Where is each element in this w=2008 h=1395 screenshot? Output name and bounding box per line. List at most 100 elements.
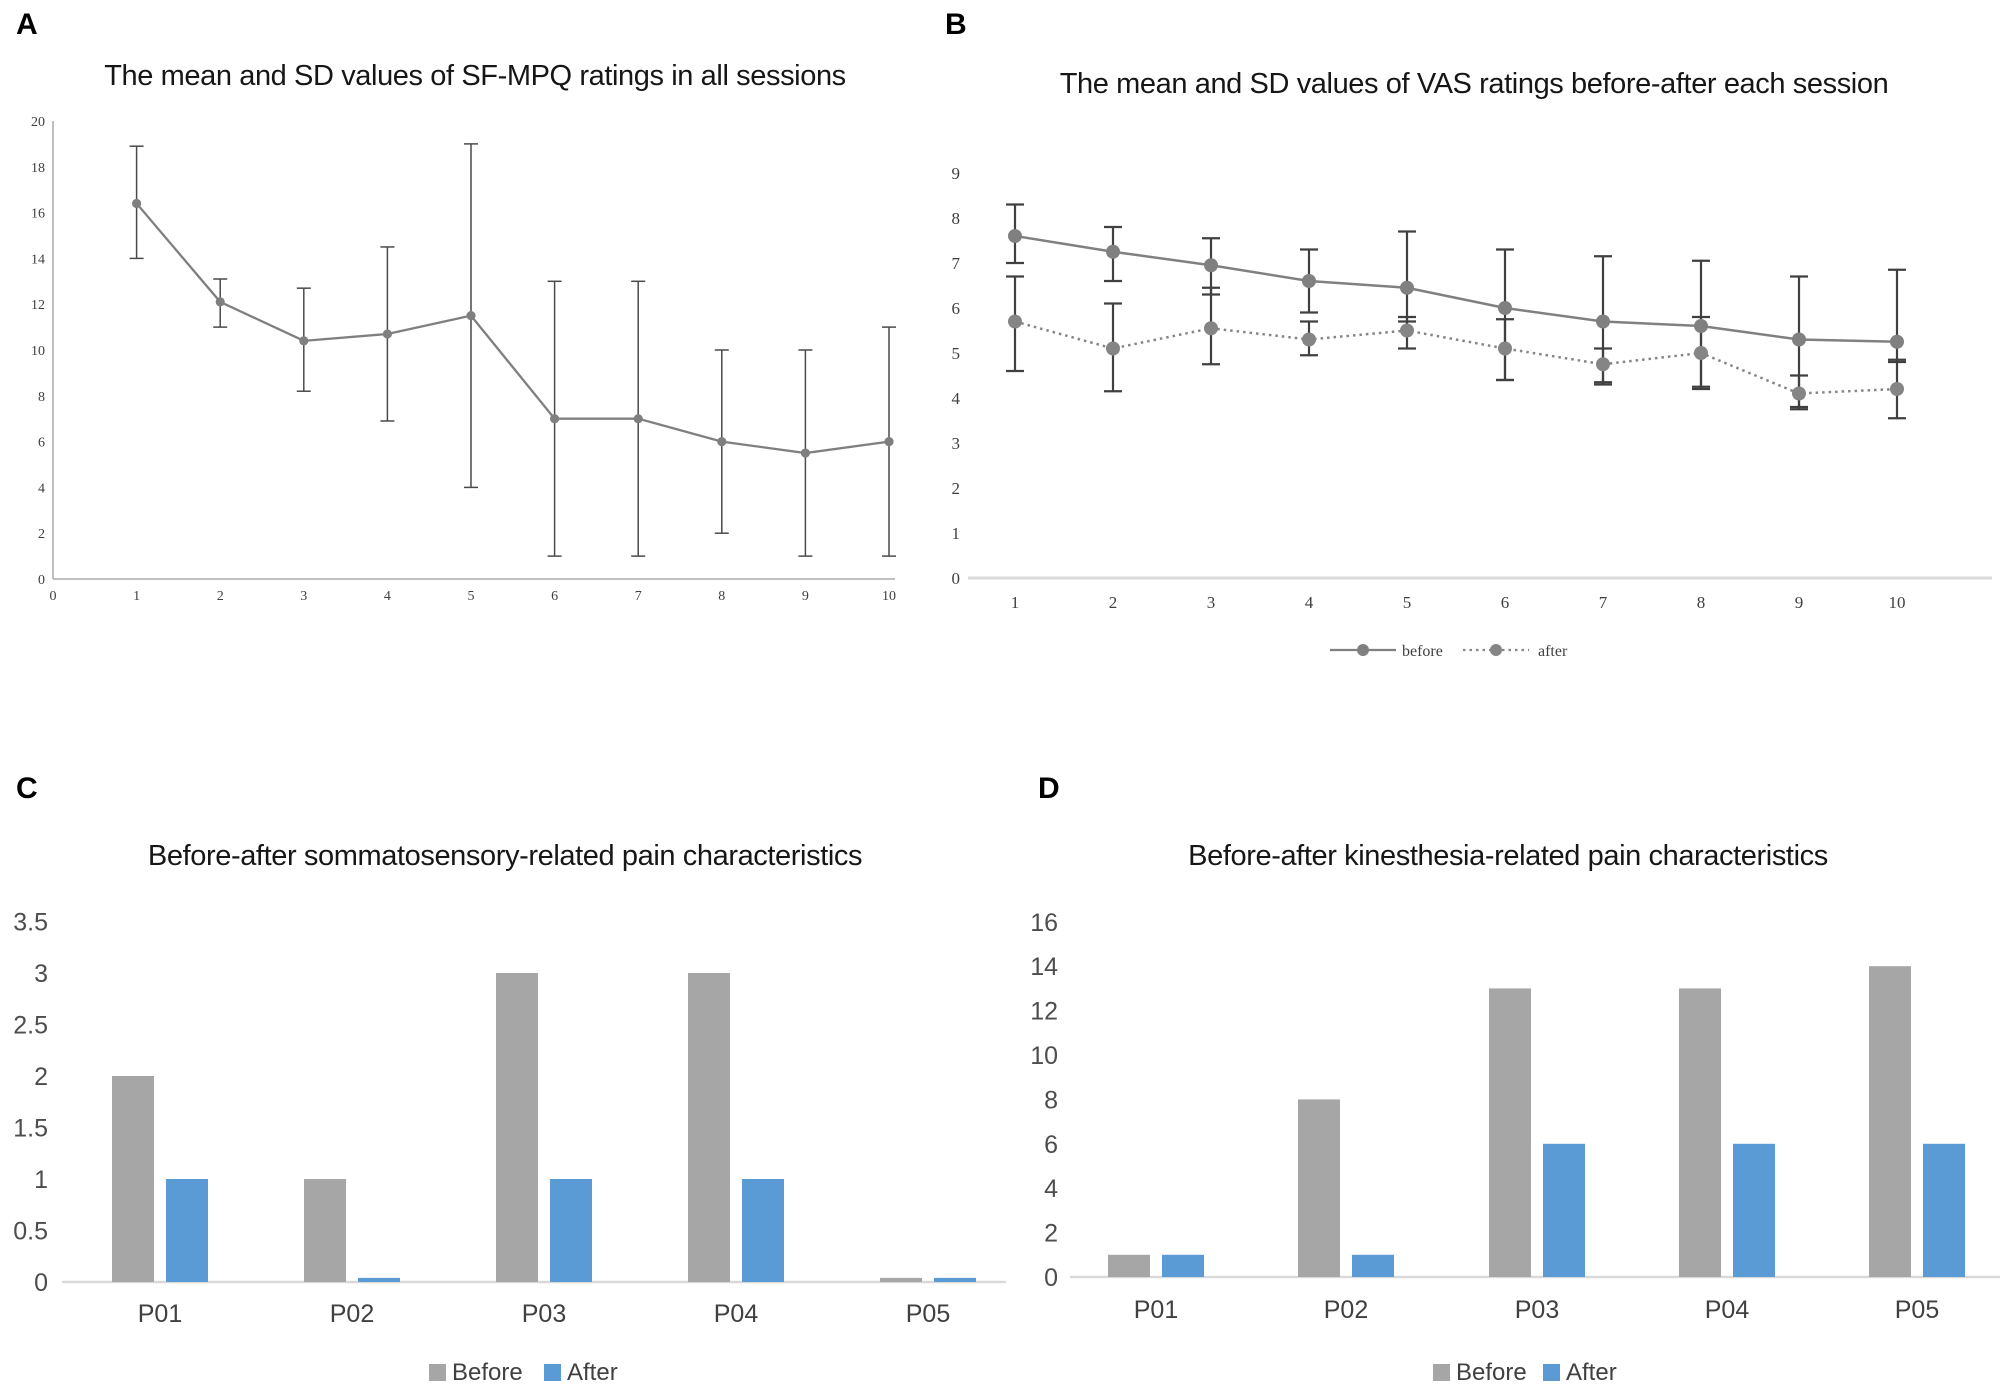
- svg-text:5: 5: [1403, 593, 1412, 612]
- y-tick-labels: 0 1 2 3 4 5 6 7 8 9: [952, 164, 961, 588]
- svg-text:0: 0: [34, 1269, 48, 1297]
- svg-text:0: 0: [38, 573, 45, 588]
- category-labels: P01 P02 P03 P04 P05: [1134, 1296, 1939, 1324]
- panel-d-label: D: [1038, 772, 1060, 805]
- svg-text:Before: Before: [1456, 1359, 1527, 1386]
- svg-text:18: 18: [31, 161, 45, 176]
- svg-text:12: 12: [31, 298, 45, 313]
- panel-c-label: C: [16, 772, 38, 805]
- svg-text:3: 3: [300, 589, 307, 604]
- svg-text:P05: P05: [906, 1300, 950, 1328]
- svg-text:5: 5: [952, 344, 961, 363]
- svg-text:4: 4: [952, 389, 961, 408]
- legend: Before After: [1433, 1359, 1617, 1386]
- vas-line-chart: 0 1 2 3 4 5 6 7 8 9 1 2 3 4 5 6 7 8 9 10 before after: [952, 164, 1992, 660]
- panel-d-title: Before-after kinesthesia-related pain ch…: [1188, 840, 1828, 872]
- svg-text:4: 4: [1305, 593, 1314, 612]
- svg-text:10: 10: [882, 589, 896, 604]
- svg-text:7: 7: [1599, 593, 1608, 612]
- panel-b-label: B: [945, 8, 967, 41]
- svg-text:2: 2: [217, 589, 224, 604]
- panel-b-title: The mean and SD values of VAS ratings be…: [1059, 68, 1889, 100]
- svg-text:2: 2: [1109, 593, 1118, 612]
- svg-text:2: 2: [1044, 1220, 1058, 1248]
- svg-text:P03: P03: [1515, 1296, 1559, 1324]
- svg-text:P01: P01: [1134, 1296, 1178, 1324]
- somatosensory-bar-chart: 0 0.5 1 1.5 2 2.5 3 3.5 P01 P02 P03 P04 P05 Before Aft…: [13, 909, 1006, 1386]
- svg-text:After: After: [1566, 1359, 1617, 1386]
- axes: [52, 121, 895, 580]
- svg-text:7: 7: [952, 254, 961, 273]
- svg-text:16: 16: [31, 207, 45, 222]
- svg-text:8: 8: [952, 209, 961, 228]
- bars-before: [1108, 966, 1911, 1277]
- svg-text:8: 8: [1697, 593, 1706, 612]
- svg-text:0: 0: [1044, 1264, 1058, 1292]
- svg-text:4: 4: [384, 589, 391, 604]
- series-line-0: [132, 198, 894, 458]
- svg-text:7: 7: [635, 589, 642, 604]
- svg-text:4: 4: [38, 481, 45, 496]
- category-labels: P01 P02 P03 P04 P05: [138, 1300, 950, 1328]
- y-tick-labels: 0 0.5 1 1.5 2 2.5 3 3.5: [13, 909, 48, 1298]
- bars-before: [112, 973, 922, 1282]
- svg-text:P05: P05: [1895, 1296, 1939, 1324]
- svg-text:14: 14: [1030, 953, 1058, 981]
- legend: before after: [1330, 643, 1568, 660]
- panel-d: 0 2 4 6 8 10 12 14 16 P01 P02 P03 P04 P05 Before After …: [1008, 760, 2008, 1395]
- svg-text:9: 9: [802, 589, 809, 604]
- legend: Before After: [429, 1359, 618, 1386]
- svg-text:9: 9: [1795, 593, 1804, 612]
- svg-text:3: 3: [952, 434, 961, 453]
- svg-text:1: 1: [952, 524, 961, 543]
- svg-text:10: 10: [31, 344, 45, 359]
- svg-text:16: 16: [1030, 909, 1058, 937]
- svg-text:P04: P04: [714, 1300, 759, 1328]
- bars-after: [166, 1179, 976, 1282]
- svg-text:14: 14: [31, 252, 45, 267]
- panel-a-title: The mean and SD values of SF-MPQ ratings…: [104, 60, 846, 92]
- svg-text:1: 1: [34, 1166, 48, 1194]
- svg-text:5: 5: [468, 589, 475, 604]
- svg-text:2: 2: [38, 527, 45, 542]
- y-tick-labels: 0 2 4 6 8 10 12 14 16: [1030, 909, 1058, 1292]
- panel-b: 0 1 2 3 4 5 6 7 8 9 1 2 3 4 5 6 7 8 9 10 before after B The m…: [940, 0, 2008, 760]
- svg-text:6: 6: [952, 299, 961, 318]
- svg-text:P04: P04: [1705, 1296, 1750, 1324]
- y-tick-labels: 0 2 4 6 8 10 12 14 16 18 20: [31, 115, 45, 588]
- svg-text:6: 6: [38, 436, 45, 451]
- panel-c: 0 0.5 1 1.5 2 2.5 3 3.5 P01 P02 P03 P04 P05 Before Aft…: [0, 760, 1010, 1395]
- x-tick-labels: 1 2 3 4 5 6 7 8 9 10: [1011, 593, 1906, 612]
- svg-text:P02: P02: [1324, 1296, 1368, 1324]
- svg-text:6: 6: [551, 589, 558, 604]
- svg-text:2.5: 2.5: [13, 1012, 48, 1040]
- svg-text:0: 0: [50, 589, 57, 604]
- svg-text:3: 3: [1207, 593, 1216, 612]
- svg-text:0.5: 0.5: [13, 1218, 48, 1246]
- svg-text:4: 4: [1044, 1175, 1058, 1203]
- error-bars: [129, 143, 896, 557]
- series-before: [1008, 229, 1904, 349]
- bars-after: [1162, 1143, 1965, 1277]
- svg-text:1: 1: [1011, 593, 1020, 612]
- svg-text:8: 8: [1044, 1086, 1058, 1114]
- svg-text:12: 12: [1030, 998, 1058, 1026]
- svg-text:6: 6: [1044, 1131, 1058, 1159]
- svg-text:3: 3: [34, 960, 48, 988]
- panel-a: 0 2 4 6 8 10 12 14 16 18 20 0 1 2 3 4 5 6 7 8 9 10 A The mean…: [0, 0, 950, 760]
- svg-text:P01: P01: [138, 1300, 182, 1328]
- panel-a-label: A: [16, 8, 38, 41]
- svg-text:after: after: [1538, 643, 1568, 660]
- svg-text:8: 8: [38, 390, 45, 405]
- svg-text:1: 1: [133, 589, 140, 604]
- svg-text:before: before: [1402, 643, 1443, 660]
- svg-text:2: 2: [34, 1063, 48, 1091]
- svg-text:9: 9: [952, 164, 961, 183]
- svg-text:Before: Before: [452, 1359, 523, 1386]
- svg-text:6: 6: [1501, 593, 1510, 612]
- svg-text:2: 2: [952, 479, 961, 498]
- svg-text:20: 20: [31, 115, 45, 130]
- svg-text:P02: P02: [330, 1300, 374, 1328]
- x-tick-labels: 0 1 2 3 4 5 6 7 8 9 10: [50, 589, 897, 604]
